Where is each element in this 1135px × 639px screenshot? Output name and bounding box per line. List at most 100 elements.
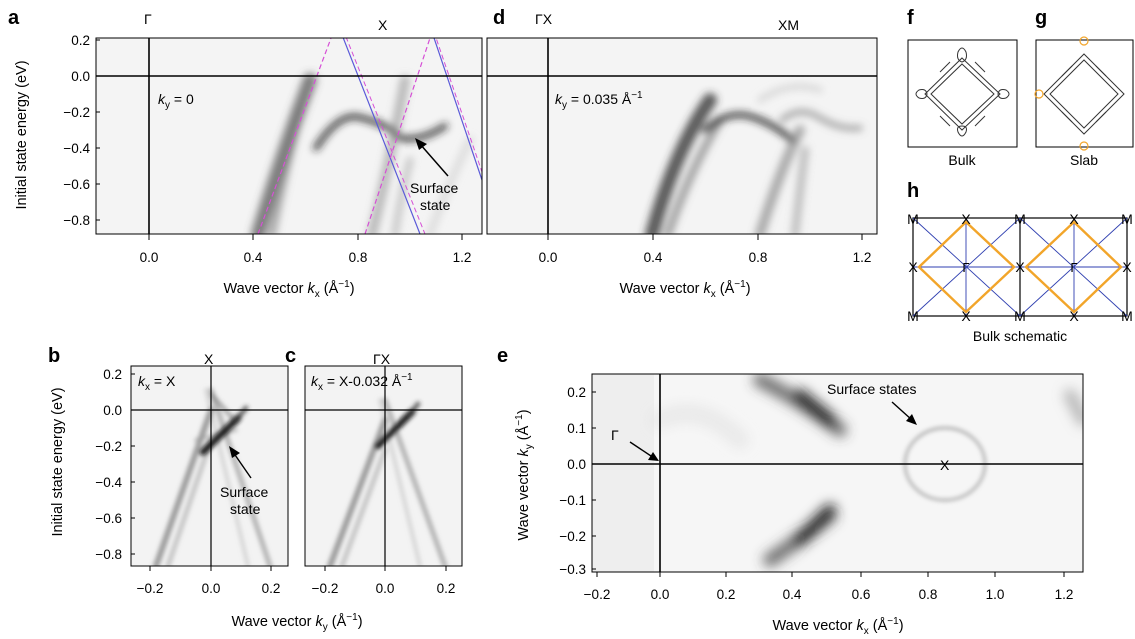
panel-d-xticks: 0.0 0.4 0.8 1.2 (539, 234, 872, 265)
panel-a-gamma-label: Γ (144, 11, 152, 27)
panel-a-x-label: X (378, 17, 388, 33)
panel-a: Γ X ky = 0 Surface state 0.2 0.0 −0.2 −0… (14, 11, 483, 300)
panel-e-xlabel: Wave vector kx (Å−1) (772, 616, 903, 637)
panel-e-xticks: −0.2 0.0 0.2 0.4 0.6 0.8 1.0 1.2 (584, 572, 1074, 602)
panel-h-caption: Bulk schematic (973, 328, 1067, 344)
panel-b-ytick: −0.8 (95, 547, 122, 562)
panel-letter-c: c (285, 345, 296, 367)
panel-a-yticks: 0.2 0.0 −0.2 −0.4 −0.6 −0.8 (63, 33, 100, 228)
panel-c-xticks: −0.2 0.0 0.2 (312, 566, 455, 596)
panel-letter-g: g (1035, 7, 1047, 29)
panel-bc-xlabel: Wave vector ky (Å−1) (231, 612, 362, 633)
panel-e-ytick: 0.2 (567, 385, 586, 400)
panel-d-frame (486, 37, 878, 235)
panel-h-orange-squares (917, 220, 1123, 314)
panel-h-label-gamma: Γ (1070, 260, 1077, 275)
panel-e-callout-arrowhead (906, 414, 917, 425)
panel-h-label-m: M (1014, 211, 1026, 227)
panel-e-intensity-map (592, 374, 1083, 572)
panel-h-label-m: M (907, 308, 919, 324)
panel-e-x-mark: X (940, 457, 950, 473)
panel-f-frame (907, 39, 1018, 148)
panel-b-plot-area (131, 366, 288, 566)
panel-h-label-x: X (908, 259, 918, 275)
panel-d-xlabel: Wave vector kx (Å−1) (619, 279, 750, 300)
panel-b-ytick: −0.4 (95, 475, 122, 490)
panel-h-label-x: X (1069, 211, 1079, 227)
panel-b-callout-line2: state (230, 501, 261, 517)
panel-e-xtick: 0.2 (717, 587, 736, 602)
panel-a-xtick: 0.8 (349, 250, 368, 265)
panel-a-annotation: ky = 0 (158, 91, 194, 111)
panel-b-ytick: −0.2 (95, 439, 122, 454)
panel-d-xtick: 0.8 (749, 250, 768, 265)
panel-e-plot-area (592, 374, 1083, 572)
panel-e-xtick: 1.2 (1055, 587, 1074, 602)
panel-e-xtick: −0.2 (584, 587, 611, 602)
panel-e-xtick: 1.0 (986, 587, 1005, 602)
panel-a-blue-guide-1 (342, 38, 421, 234)
panel-e-xtick: 0.8 (919, 587, 938, 602)
panel-f-fermi-surface (915, 47, 1010, 137)
panel-e-xtick: 0.4 (783, 587, 802, 602)
panel-a-guide-lines (257, 38, 482, 234)
panel-b-xtick: −0.2 (137, 581, 164, 596)
panel-a-ytick: −0.6 (63, 177, 90, 192)
panel-b-callout-line1: Surface (220, 484, 268, 500)
panel-e-frame (591, 373, 1084, 573)
panel-h-label-x: X (1122, 259, 1132, 275)
panel-a-blue-guide-2 (433, 38, 482, 181)
panel-b-xtick: 0.2 (262, 581, 281, 596)
panel-e-ylabel: Wave vector ky (Å−1) (514, 409, 535, 540)
panel-e-callout: Surface states (827, 381, 917, 397)
panel-c-gx-label: ΓX (373, 351, 391, 367)
panel-e-ytick: −0.2 (559, 529, 586, 544)
panel-c-intensity-map (327, 397, 448, 566)
panel-letter-d: d (493, 7, 505, 29)
panel-h-point-labels: M X M X M X Γ X Γ X M X M X M (907, 211, 1133, 324)
panel-h-label-m: M (907, 211, 919, 227)
panel-e-xtick: 0.0 (651, 587, 670, 602)
panel-e-ytick: −0.3 (559, 562, 586, 577)
panel-letter-e: e (497, 345, 508, 367)
panel-d-annotation: ky = 0.035 Å−1 (555, 90, 643, 111)
panel-c-xtick: 0.0 (376, 581, 395, 596)
panel-b-xtick: 0.0 (202, 581, 221, 596)
panel-c-annotation: kx = X-0.032 Å−1 (311, 372, 413, 393)
panel-b: X kx = X Surface state 0.2 0.0 −0.2 −0.4… (50, 351, 289, 596)
panel-a-ytick: 0.2 (71, 33, 90, 48)
panel-e-yticks: 0.2 0.1 0.0 −0.1 −0.2 −0.3 (559, 385, 596, 577)
panel-b-xticks: −0.2 0.0 0.2 (137, 566, 281, 596)
panel-g-fermi-surface (1043, 53, 1125, 135)
panel-e-callout-arrow (891, 401, 913, 421)
panel-a-xtick: 1.2 (453, 250, 472, 265)
panel-a-magenta-guide-1 (257, 38, 332, 234)
panel-h-label-m: M (1014, 308, 1026, 324)
panel-a-ytick: 0.0 (71, 69, 90, 84)
panel-a-magenta-guide-3 (364, 38, 431, 234)
panel-c-xtick: −0.2 (312, 581, 339, 596)
panel-h-label-m: M (1121, 308, 1133, 324)
panel-h-label-gamma: Γ (962, 260, 969, 275)
panel-a-magenta-guide-4 (435, 38, 482, 173)
panel-letter-f: f (907, 7, 914, 29)
panel-b-frame (130, 365, 289, 567)
panel-d-intensity-map (645, 83, 863, 234)
panel-h-label-m: M (1121, 211, 1133, 227)
panel-a-frame (95, 37, 483, 235)
panel-a-callout-arrowhead (415, 138, 427, 150)
panel-letter-b: b (48, 345, 60, 367)
panel-a-xlabel: Wave vector kx (Å−1) (223, 279, 354, 300)
panel-b-ytick: −0.6 (95, 511, 122, 526)
panel-a-xtick: 0.4 (244, 250, 263, 265)
panel-a-ylabel: Initial state energy (eV) (14, 60, 30, 209)
panel-a-ytick: −0.8 (63, 213, 90, 228)
panel-h-label-x: X (961, 211, 971, 227)
panel-d: ΓX XM ky = 0.035 Å−1 0.0 0.4 0.8 1.2 Wav… (486, 11, 878, 300)
panel-d-xtick: 1.2 (853, 250, 872, 265)
panel-e: Γ Surface states X 0.2 0.1 0.0 −0.1 −0.2… (514, 373, 1084, 637)
panel-c-frame (304, 365, 463, 567)
panel-b-x-label: X (204, 351, 214, 367)
panel-g-surface-pockets (1034, 36, 1089, 151)
